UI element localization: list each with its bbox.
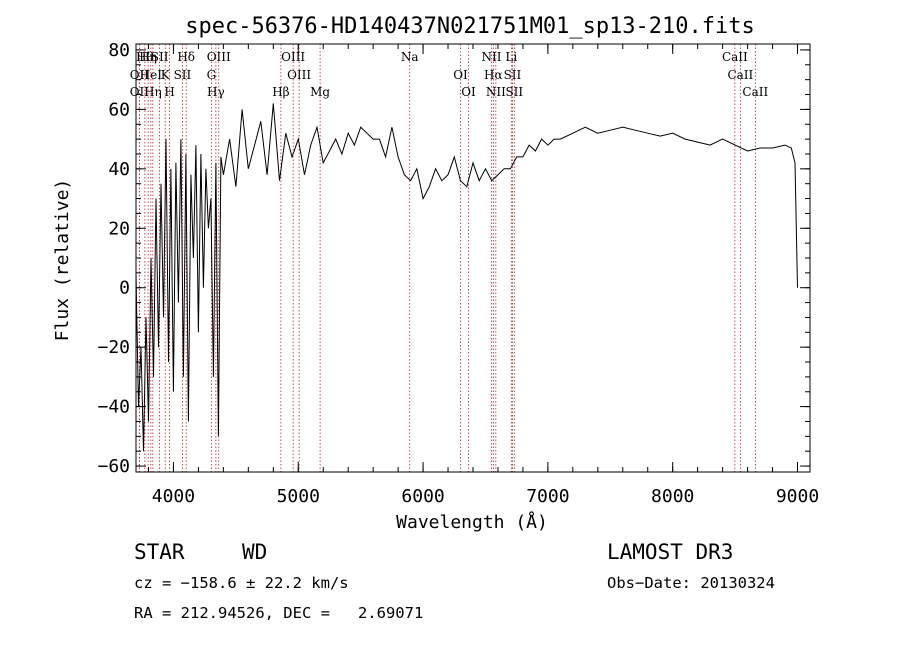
x-tick-label-2: 6000 <box>401 486 444 507</box>
line-marker-label-15: OIII <box>281 50 305 64</box>
line-marker-label-18: Na <box>401 50 419 64</box>
line-marker-label-7: K <box>161 68 171 82</box>
line-marker-label-28: CaII <box>727 68 753 82</box>
y-tick-label-3: 0 <box>119 278 130 299</box>
line-marker-label-21: NII <box>481 50 501 64</box>
line-marker-label-29: CaII <box>742 85 768 99</box>
line-marker-label-26: SII <box>505 85 523 99</box>
x-tick-label-1: 5000 <box>277 486 320 507</box>
y-tick-label-1: −40 <box>97 397 130 418</box>
line-marker-label-19: OI <box>453 68 468 82</box>
redshift-velocity: cz = −158.6 ± 22.2 km/s <box>134 574 349 592</box>
line-marker-label-25: SII <box>504 68 522 82</box>
line-marker-label-6: SII <box>151 50 169 64</box>
line-marker-label-8: H <box>164 85 174 99</box>
x-tick-label-4: 8000 <box>651 486 694 507</box>
y-axis-label: Flux (relative) <box>52 179 73 342</box>
line-marker-labels: HθOIIOIIHηHeIHηSIIKHHδSIIHγOIIIGHβOIIIOI… <box>130 50 769 99</box>
object-subclass: WD <box>242 540 268 564</box>
x-tick-label-5: 9000 <box>776 486 819 507</box>
coordinates: RA = 212.94526, DEC = 2.69071 <box>134 604 424 622</box>
chart-title: spec-56376-HD140437N021751M01_sp13-210.f… <box>185 14 755 39</box>
line-marker-label-23: NII <box>486 85 506 99</box>
line-marker-label-17: Mg <box>310 85 330 99</box>
y-tick-label-6: 60 <box>108 99 130 120</box>
line-marker-label-0: Hθ <box>136 50 154 64</box>
line-marker-label-9: Hδ <box>177 50 195 64</box>
y-tick-label-2: −20 <box>97 337 130 358</box>
x-tick-label-3: 7000 <box>526 486 569 507</box>
line-marker-label-1: OII <box>130 68 150 82</box>
survey-name: LAMOST DR3 <box>607 540 734 564</box>
line-marker-label-12: OIII <box>207 50 231 64</box>
y-tick-label-5: 40 <box>108 159 130 180</box>
line-marker-label-2: OII <box>130 85 150 99</box>
x-axis: 4000 5000 6000 7000 8000 9000 <box>147 44 819 507</box>
line-marker-label-13: G <box>207 68 217 82</box>
line-marker-label-24: Li <box>505 50 517 64</box>
line-marker-label-5: Hη <box>144 85 162 99</box>
line-marker-label-4: HeI <box>140 68 163 82</box>
x-axis-label: Wavelength (Å) <box>396 511 548 533</box>
y-axis: −60 −40 −20 0 20 40 60 80 <box>97 40 810 477</box>
y-tick-label-0: −60 <box>97 456 130 477</box>
line-marker-label-14: Hβ <box>272 85 289 99</box>
plot-frame <box>135 43 811 473</box>
spectrum-line <box>135 103 798 452</box>
x-tick-label-0: 4000 <box>152 486 195 507</box>
line-marker-label-20: OI <box>461 85 476 99</box>
line-marker-label-22: Hα <box>484 68 503 82</box>
observation-date: Obs−Date: 20130324 <box>607 574 775 592</box>
line-marker-label-16: OIII <box>287 68 311 82</box>
object-class: STAR <box>134 540 185 564</box>
line-marker-label-3: Hη <box>139 50 157 64</box>
line-marker-label-10: SII <box>174 68 192 82</box>
y-tick-label-4: 20 <box>108 218 130 239</box>
line-markers <box>138 44 756 472</box>
line-marker-label-11: Hγ <box>207 85 225 99</box>
y-tick-label-7: 80 <box>108 40 130 61</box>
line-marker-label-27: CaII <box>722 50 748 64</box>
